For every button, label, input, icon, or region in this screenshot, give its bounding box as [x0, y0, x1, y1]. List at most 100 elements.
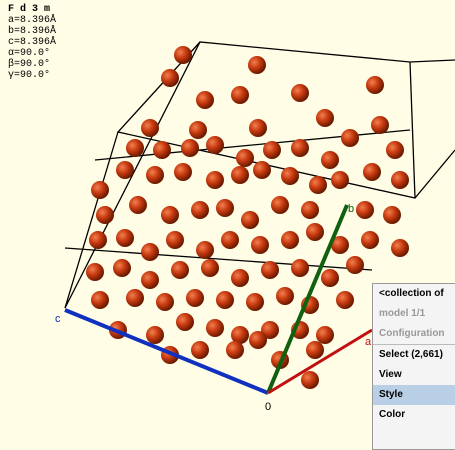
cell-parameter: β=90.0°: [8, 59, 56, 70]
axis-label: a: [365, 336, 372, 348]
atom: [346, 256, 364, 274]
atom: [226, 341, 244, 359]
atom: [86, 263, 104, 281]
atom: [316, 109, 334, 127]
atom: [161, 206, 179, 224]
atom: [321, 269, 339, 287]
atom: [91, 181, 109, 199]
menu-item[interactable]: Color: [373, 405, 455, 425]
atom: [113, 259, 131, 277]
atom: [261, 261, 279, 279]
menu-item[interactable]: Select (2,661): [373, 344, 455, 365]
atom: [386, 141, 404, 159]
atom: [281, 231, 299, 249]
atom: [174, 46, 192, 64]
atom: [91, 291, 109, 309]
atom: [371, 116, 389, 134]
atom: [161, 69, 179, 87]
atom: [253, 161, 271, 179]
atom: [236, 149, 254, 167]
jmol-window: c b a 0 F d 3 m a=8.396Åb=8.396Åc=8.396Å…: [0, 0, 455, 443]
atom: [391, 239, 409, 257]
atom: [251, 236, 269, 254]
atom: [383, 206, 401, 224]
atom: [249, 331, 267, 349]
atom: [89, 231, 107, 249]
atom: [336, 291, 354, 309]
space-group: F d 3 m: [8, 4, 56, 15]
atom: [306, 341, 324, 359]
atom: [186, 289, 204, 307]
atom: [263, 141, 281, 159]
axis-label: c: [55, 313, 61, 325]
atom: [129, 196, 147, 214]
axis-label: b: [348, 203, 354, 215]
atom: [206, 319, 224, 337]
atom: [176, 313, 194, 331]
atom: [391, 171, 409, 189]
atom: [166, 231, 184, 249]
menu-header[interactable]: <collection of: [373, 284, 455, 304]
atom: [306, 223, 324, 241]
atom: [246, 293, 264, 311]
atom: [291, 84, 309, 102]
atom: [141, 271, 159, 289]
atom: [196, 91, 214, 109]
atom: [216, 291, 234, 309]
atom: [191, 201, 209, 219]
atom: [206, 136, 224, 154]
atom: [216, 199, 234, 217]
atom: [271, 196, 289, 214]
atom: [291, 139, 309, 157]
atom: [291, 259, 309, 277]
atom: [146, 166, 164, 184]
menu-item-disabled: Configuration: [373, 324, 455, 344]
atom: [276, 287, 294, 305]
cell-parameter: α=90.0°: [8, 48, 56, 59]
atom: [153, 141, 171, 159]
atom: [231, 86, 249, 104]
atom: [331, 171, 349, 189]
atom: [116, 229, 134, 247]
atom: [116, 161, 134, 179]
menu-item[interactable]: Style: [373, 385, 455, 405]
atom: [341, 129, 359, 147]
atom: [309, 176, 327, 194]
menu-item[interactable]: View: [373, 365, 455, 385]
atom: [241, 211, 259, 229]
atom: [126, 139, 144, 157]
cell-parameter: a=8.396Å: [8, 15, 56, 26]
cell-edge: [410, 62, 415, 198]
atom: [206, 171, 224, 189]
atom: [189, 121, 207, 139]
atom: [221, 231, 239, 249]
atom: [196, 241, 214, 259]
atom: [141, 119, 159, 137]
atom: [321, 151, 339, 169]
atom: [301, 201, 319, 219]
atom: [231, 269, 249, 287]
atom: [141, 243, 159, 261]
cell-parameter: γ=90.0°: [8, 70, 56, 81]
menu-item-disabled: model 1/1: [373, 304, 455, 324]
atom: [248, 56, 266, 74]
atom: [191, 341, 209, 359]
cell-parameter: c=8.396Å: [8, 37, 56, 48]
axis-label: 0: [265, 401, 271, 413]
cell-parameter: b=8.396Å: [8, 26, 56, 37]
atom: [96, 206, 114, 224]
atom: [181, 139, 199, 157]
atom: [249, 119, 267, 137]
atom: [231, 166, 249, 184]
atom: [201, 259, 219, 277]
atom: [281, 167, 299, 185]
atom: [174, 163, 192, 181]
atom: [126, 289, 144, 307]
atom: [171, 261, 189, 279]
atom: [156, 293, 174, 311]
atom: [356, 201, 374, 219]
atom: [363, 163, 381, 181]
atom: [316, 326, 334, 344]
